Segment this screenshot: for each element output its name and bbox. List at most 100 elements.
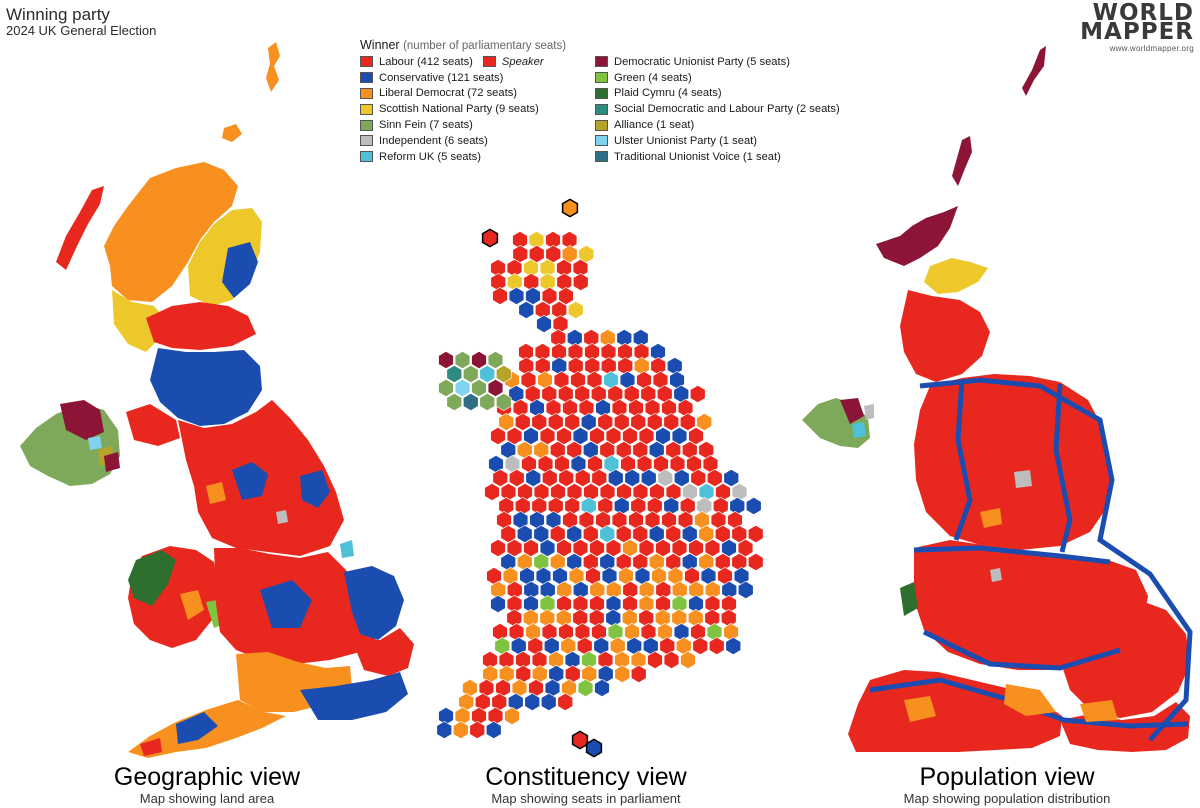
geographic-view-title: Geographic view (113, 763, 301, 791)
constituency-hex (564, 413, 581, 431)
legend-label: Labour (412 seats) (379, 55, 473, 68)
pop-north-england (914, 374, 1112, 550)
constituency-hex (704, 539, 721, 557)
pop-ni-dup (840, 398, 864, 424)
constituency-hex-ni (438, 351, 454, 369)
constituency-hex (682, 483, 698, 501)
constituency-hex (523, 273, 540, 291)
legend-label: Conservative (121 seats) (379, 71, 504, 84)
constituency-hex (523, 539, 539, 557)
constituency-hex (696, 413, 713, 431)
logo-line-2: MAPPER (1080, 19, 1194, 45)
constituency-hex (712, 497, 729, 515)
logo-url: www.worldmapper.org (1109, 44, 1194, 53)
constituency-hex (522, 609, 539, 627)
constituency-hex (706, 623, 723, 641)
pop-con-boundary (1053, 383, 1073, 553)
constituency-hex (556, 273, 573, 291)
constituency-hex (551, 357, 568, 375)
constituency-hex (555, 609, 572, 627)
legend-swatch (360, 119, 373, 131)
legend: Winner (number of parliamentary seats) L… (358, 38, 858, 168)
constituency-hex (490, 427, 506, 445)
pop-conservative-boundaries (869, 377, 1193, 742)
pop-con-boundary (922, 629, 1121, 671)
pop-north-indep (1014, 470, 1032, 488)
constituency-hex-island (561, 198, 579, 218)
constituency-hex (720, 609, 737, 627)
constituency-hex (572, 273, 589, 291)
constituency-hex (688, 539, 704, 557)
constituency-hex (615, 525, 632, 543)
constituency-hex (492, 469, 509, 487)
constituency-hex (613, 413, 630, 431)
constituency-hex (692, 637, 709, 655)
constituency-hex (638, 609, 655, 627)
constituency-hex (663, 651, 680, 669)
constituency-hex (533, 483, 550, 501)
constituency-hex (650, 357, 667, 375)
legend-item: Social Democratic and Labour Party (2 se… (595, 101, 840, 117)
constituency-hex (533, 525, 550, 543)
constituency-hex (723, 623, 739, 641)
constituency-hex (613, 497, 630, 515)
constituency-hex (547, 413, 564, 431)
constituency-hex (622, 427, 638, 445)
constituency-hex (583, 483, 599, 501)
constituency-hex (490, 539, 506, 557)
geo-south-west-con (176, 712, 218, 744)
constituency-hex (647, 651, 663, 669)
legend-item: Conservative (121 seats) (360, 70, 544, 86)
constituency-hex (671, 427, 688, 445)
constituency-hex (731, 525, 748, 543)
geo-midlands-con (260, 580, 312, 628)
legend-column-1: Labour (412 seats) Speaker Conservative … (360, 54, 544, 165)
constituency-hex (591, 469, 608, 487)
constituency-hex (500, 525, 517, 543)
constituency-hex-ni (487, 379, 504, 397)
constituency-hex (558, 623, 574, 641)
constituency-hex (687, 609, 704, 627)
legend-swatch (595, 87, 608, 99)
legend-label: Independent (6 seats) (379, 134, 488, 147)
constituency-hex (504, 707, 520, 725)
constituency-hex (508, 287, 525, 305)
constituency-hex-island (571, 730, 589, 750)
constituency-hex (640, 623, 657, 641)
constituency-hex (605, 427, 622, 445)
constituency-hex (484, 483, 500, 501)
constituency-view-label: Constituency view Map showing seats in p… (436, 763, 736, 807)
pop-ld-patch (980, 508, 1002, 528)
constituency-hex (632, 525, 649, 543)
pop-london (1060, 598, 1190, 718)
constituency-hex (696, 497, 713, 515)
legend-label: Plaid Cymru (4 seats) (614, 87, 722, 100)
constituency-hex-ni (462, 393, 479, 411)
constituency-hex (679, 497, 696, 515)
legend-item: Plaid Cymru (4 seats) (595, 86, 840, 102)
constituency-hex (597, 497, 614, 515)
constituency-hex (541, 469, 558, 487)
worldmapper-logo: WORLD MAPPER www.worldmapper.org (1080, 2, 1194, 54)
constituency-hex (517, 483, 533, 501)
constituency-hex (506, 427, 523, 445)
constituency-hex-island (585, 738, 603, 758)
legend-title-note: (number of parliamentary seats) (403, 40, 567, 52)
constituency-hex (518, 357, 535, 375)
geo-ne-conservative (222, 242, 258, 298)
constituency-hex (539, 273, 556, 291)
constituency-hex (490, 273, 507, 291)
legend-swatch (595, 56, 608, 68)
constituency-hex (646, 413, 663, 431)
constituency-hex (469, 721, 486, 739)
constituency-hex (594, 679, 610, 697)
legend-item-speaker: Speaker (482, 56, 544, 68)
constituency-hex (508, 469, 525, 487)
geo-north-con-1 (232, 462, 268, 500)
constituency-hex (514, 497, 531, 515)
constituency-hex (540, 693, 557, 711)
constituency-hex (506, 609, 523, 627)
page-subtitle: 2024 UK General Election (6, 23, 157, 38)
constituency-hex (541, 287, 558, 305)
constituency-hex (689, 385, 706, 403)
